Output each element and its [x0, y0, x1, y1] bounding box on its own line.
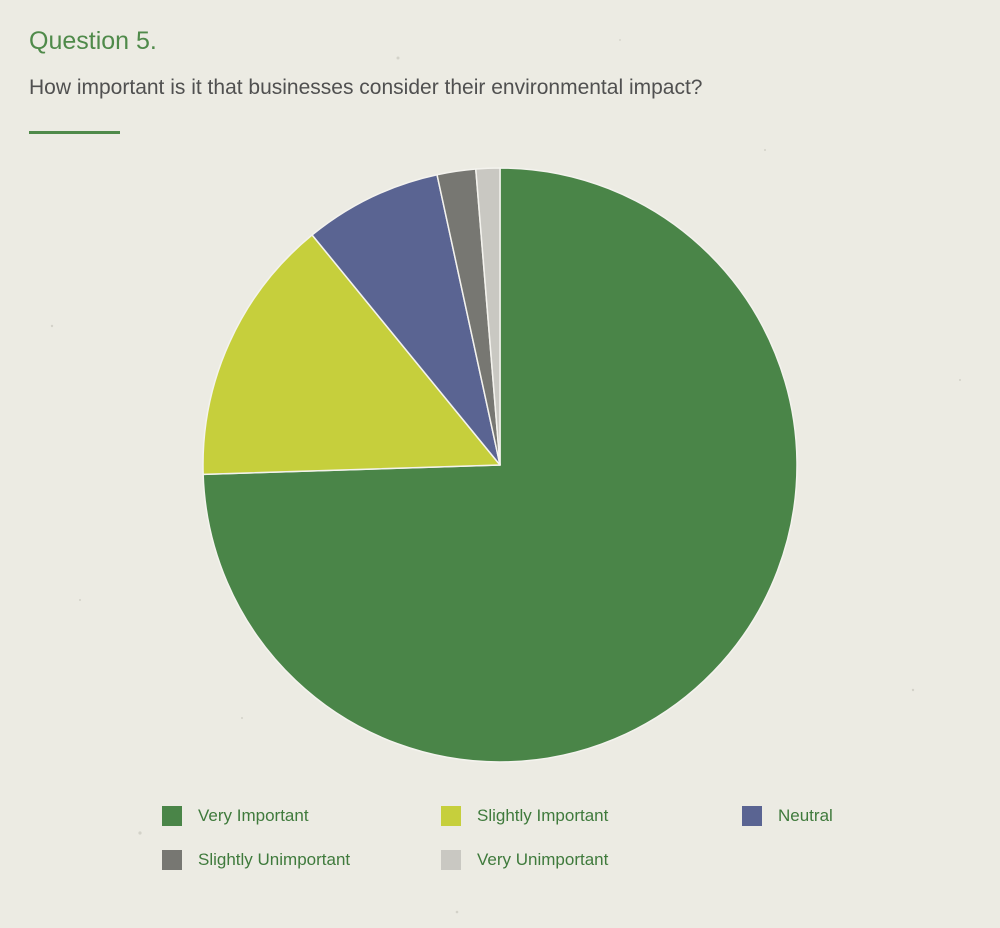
legend-swatch: [162, 806, 182, 826]
legend-swatch: [441, 806, 461, 826]
legend-label: Very Unimportant: [477, 850, 609, 869]
pie-slice-slightly-important: [202, 234, 501, 476]
pie-slice-very-unimportant: [475, 167, 501, 466]
legend-item: Slightly Unimportant: [162, 848, 350, 872]
pie-slice-neutral: [311, 174, 501, 466]
legend-swatch: [162, 850, 182, 870]
legend-swatch: [441, 850, 461, 870]
legend-label: Neutral: [778, 806, 833, 825]
legend-item: Neutral: [742, 804, 833, 828]
legend-item: Very Unimportant: [441, 848, 608, 872]
question-text: How important is it that businesses cons…: [29, 76, 703, 99]
legend-item: Very Important: [162, 804, 309, 828]
legend-label: Slightly Unimportant: [198, 850, 351, 869]
title-underline: [29, 131, 120, 134]
legend-swatch: [742, 806, 762, 826]
question-number: Question 5.: [29, 27, 157, 55]
legend-label: Slightly Important: [477, 806, 609, 825]
legend-label: Very Important: [198, 806, 309, 825]
legend-item: Slightly Important: [441, 804, 608, 828]
